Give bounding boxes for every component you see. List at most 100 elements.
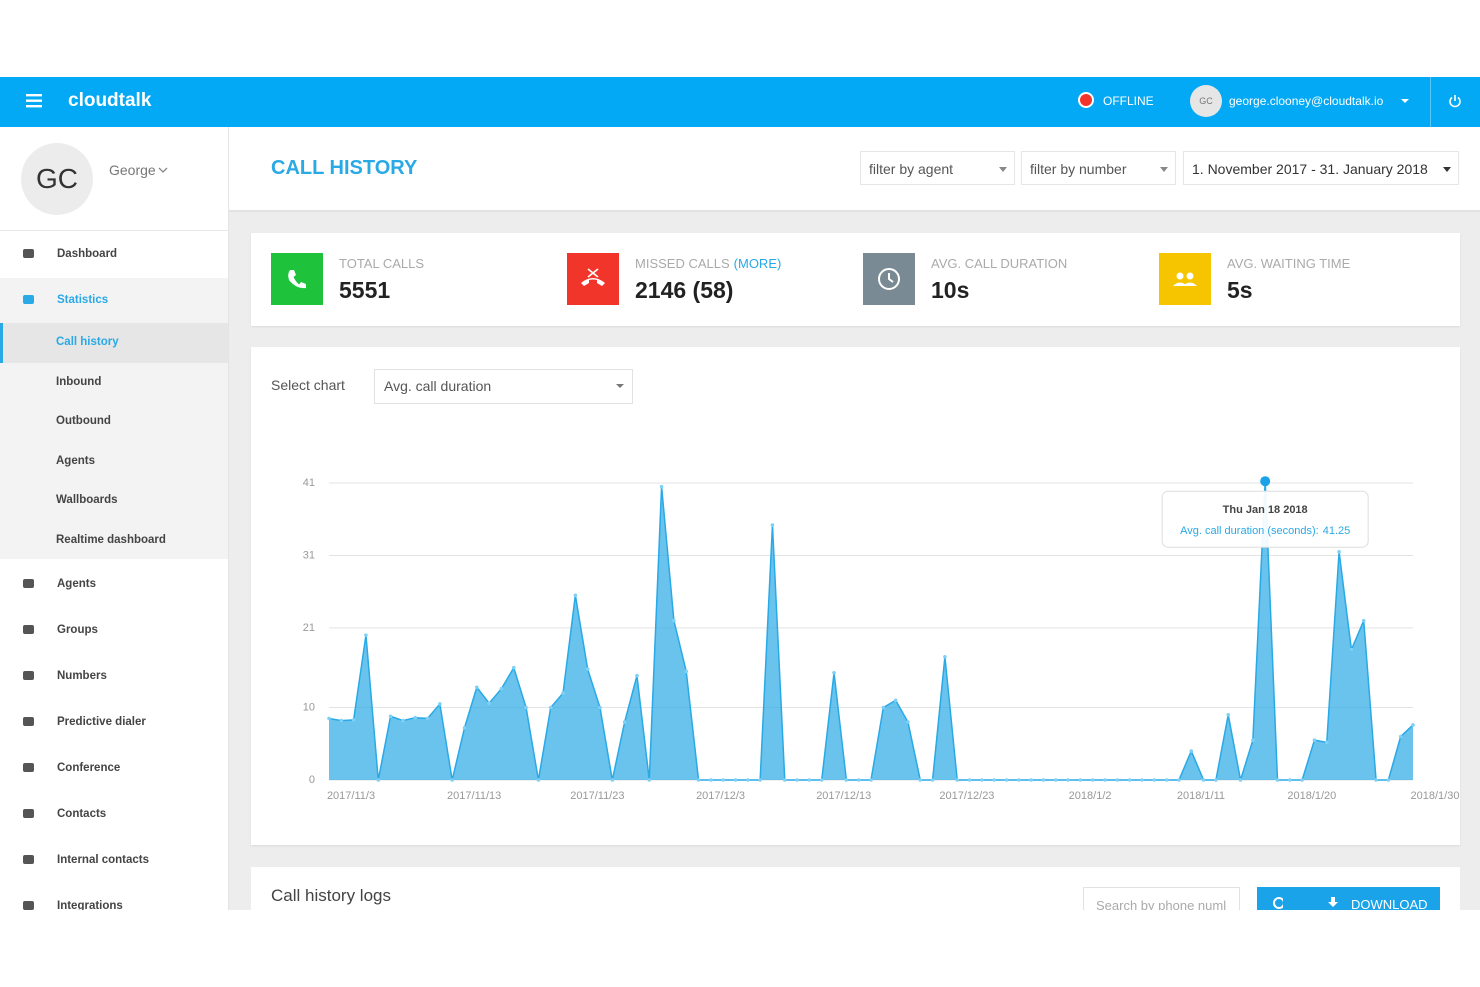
filter-label: filter by number (1030, 161, 1127, 177)
point (1386, 778, 1391, 782)
nav-icon (23, 249, 34, 258)
nav-subitem[interactable]: Inbound (56, 375, 102, 388)
x-tick-label: 2017/12/3 (696, 790, 745, 802)
nav-item[interactable]: Statistics (57, 294, 109, 306)
nav-icon-shape (23, 854, 34, 864)
point (1324, 740, 1329, 745)
nav-item[interactable]: Agents (57, 577, 96, 590)
tooltip-value: 41.25 (1323, 525, 1351, 537)
status-text[interactable]: OFFLINE (1103, 94, 1154, 108)
nav-item[interactable]: Groups (57, 623, 98, 636)
point (1337, 550, 1341, 554)
point (795, 778, 799, 782)
point (438, 702, 442, 706)
glyph-shape (878, 268, 900, 290)
chevron-shape (158, 167, 168, 173)
stat-link[interactable]: (MORE) (733, 256, 782, 271)
nav-icon (23, 762, 34, 772)
search-input[interactable]: Search by phone numl (1083, 887, 1240, 910)
download-icon (1328, 897, 1338, 907)
download-button[interactable]: DOWNLOAD (1283, 887, 1440, 910)
point (1053, 778, 1058, 782)
point (1029, 778, 1033, 782)
user-avatar[interactable]: GC (1190, 85, 1222, 117)
point (647, 778, 652, 782)
tooltip-box (1161, 490, 1369, 548)
x-tick-label: 2017/12/23 (939, 790, 994, 802)
divider (0, 230, 228, 231)
point (782, 778, 787, 782)
point (746, 778, 750, 782)
point (807, 778, 812, 782)
nav-subitem[interactable]: Agents (56, 454, 95, 467)
point (1312, 738, 1317, 742)
filter[interactable] (1021, 151, 1176, 185)
nav-subitem[interactable]: Wallboards (56, 494, 118, 506)
point (832, 670, 836, 675)
point (1226, 713, 1231, 717)
point (967, 778, 972, 782)
menu-bar (26, 105, 42, 108)
point (1275, 778, 1280, 782)
stat-glyph (581, 268, 605, 286)
point (339, 718, 344, 723)
nav-subitem[interactable]: Outbound (56, 415, 111, 427)
tooltip-line: Avg. call duration (seconds): 41.25 (1180, 525, 1350, 537)
nav-item[interactable]: Conference (57, 761, 121, 774)
point (450, 778, 454, 782)
point (1189, 749, 1194, 753)
point (1103, 778, 1107, 782)
nav-subitem[interactable]: Realtime dashboard (56, 533, 166, 546)
filter-caret (999, 167, 1007, 172)
page-title: CALL HISTORY (271, 157, 418, 179)
stat-value: 10s (931, 277, 970, 303)
nav-icon (23, 578, 34, 588)
status-dot (1078, 92, 1094, 108)
nav-icon-shape (23, 295, 34, 304)
point (1078, 778, 1083, 782)
filter[interactable] (1183, 151, 1459, 185)
point (844, 778, 849, 782)
nav-item[interactable]: Dashboard (57, 248, 118, 260)
nav-item[interactable]: Integrations (57, 899, 123, 911)
point (1127, 778, 1132, 782)
chevron (158, 167, 168, 173)
filter[interactable] (860, 151, 1015, 185)
nav-item[interactable]: Internal contacts (57, 853, 150, 866)
nav-icon (23, 716, 34, 726)
chart: 0 10 21 31 41 2017/11/3 2017/11/13 2017/11/23 20… (303, 476, 1459, 802)
point (1201, 778, 1206, 782)
point (561, 691, 565, 695)
x-tick-label: 2017/11/23 (570, 790, 624, 802)
nav-subitem[interactable]: Call history (56, 336, 119, 348)
title-bar (229, 127, 1480, 212)
nav-icon (23, 900, 34, 910)
chart-select[interactable] (374, 369, 633, 404)
point (388, 714, 393, 719)
point (1066, 778, 1070, 782)
stat-value: 2146 (58) (635, 277, 734, 303)
point (992, 778, 996, 782)
point (622, 720, 627, 724)
point (1041, 778, 1046, 782)
point (980, 778, 984, 782)
sidebar-user-name[interactable]: George (109, 162, 156, 178)
point (1300, 778, 1304, 782)
point (672, 618, 676, 623)
point (1090, 778, 1095, 782)
nav-item[interactable]: Numbers (57, 669, 107, 682)
top-bar (0, 77, 1480, 127)
power-button[interactable] (1448, 94, 1462, 108)
menu-button[interactable] (24, 92, 44, 110)
point (1238, 778, 1243, 782)
separator (1430, 77, 1431, 127)
point (1398, 734, 1403, 739)
point (856, 778, 861, 782)
nav-item[interactable]: Contacts (57, 807, 107, 820)
user-email[interactable]: george.clooney@cloudtalk.io (1229, 94, 1384, 108)
point (930, 778, 935, 782)
point (906, 720, 910, 724)
nav-item[interactable]: Predictive dialer (57, 715, 146, 728)
nav-icon-shape (23, 249, 34, 258)
y-tick-label: 10 (303, 701, 315, 713)
